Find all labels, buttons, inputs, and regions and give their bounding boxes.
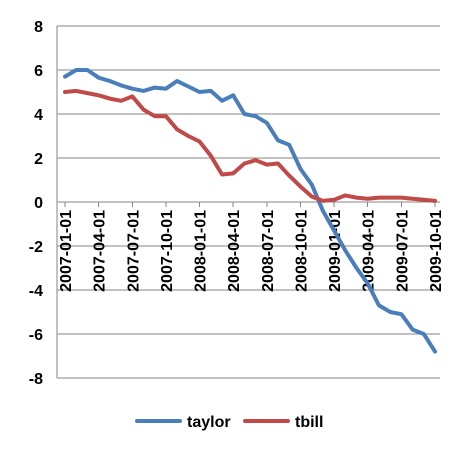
x-tick-label: 2008-04-01 [226,210,243,292]
legend-label-tbill: tbill [295,414,323,431]
x-tick-label: 2008-10-01 [293,210,310,292]
y-tick-label: -6 [29,327,43,344]
legend: taylor tbill [135,414,323,431]
y-tick-label: -2 [29,239,43,256]
x-tick-label: 2008-01-01 [193,210,210,292]
x-tick-label: 2009-04-01 [361,210,378,292]
y-tick-label: -4 [29,283,43,300]
legend-label-taylor: taylor [187,414,231,431]
y-tick-label: 2 [34,151,43,168]
y-tick-label: 6 [34,63,43,80]
y-tick-label: 0 [34,195,43,212]
x-tick-label: 2008-07-01 [260,210,277,292]
x-tick-label: 2009-01-01 [327,210,344,292]
series-line-tbill [63,88,437,203]
x-tick-label: 2007-04-01 [92,210,109,292]
y-tick-label: 8 [34,19,43,36]
x-axis: 2007-01-01 2007-04-01 2007-07-01 2007-10-01… [57,201,445,292]
x-tick-label: 2007-07-01 [125,210,142,292]
x-tick-label: 2007-01-01 [58,210,75,292]
x-tick-label: 2009-07-01 [394,210,411,292]
x-tick-label: 2007-10-01 [159,210,176,292]
y-tick-label: 4 [34,107,43,124]
y-tick-label: -8 [29,371,43,388]
series-line-taylor [63,68,437,354]
series-lines [63,68,437,354]
x-tick-label: 2009-10-01 [428,210,445,292]
y-axis: 8 6 4 2 0 -2 -4 -6 -8 [29,19,58,388]
